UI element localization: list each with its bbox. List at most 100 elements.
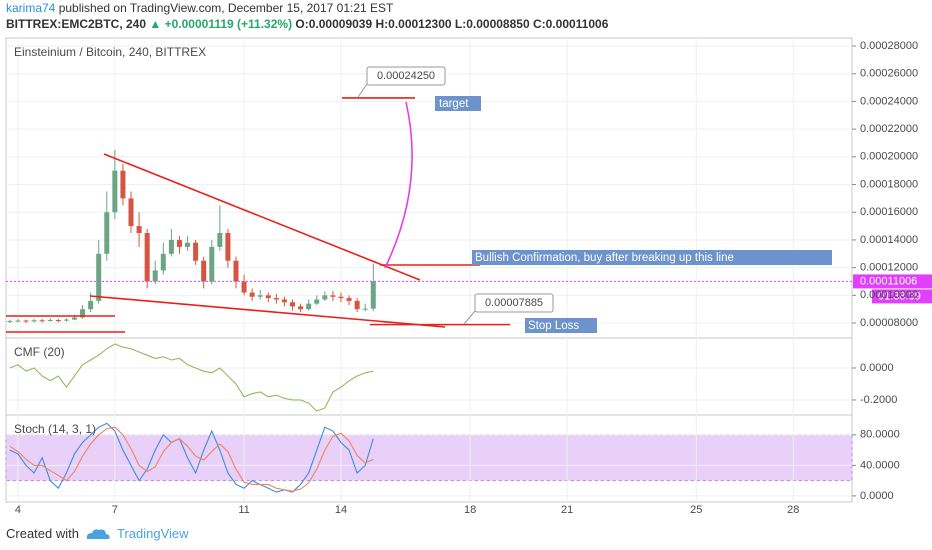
trendline xyxy=(103,153,421,281)
candle-body xyxy=(47,319,53,321)
candle-body xyxy=(233,260,239,282)
pane-title: Stoch (14, 3, 1) xyxy=(14,422,96,436)
candle-body xyxy=(185,242,191,247)
last-price-label: 0.00011006 xyxy=(860,275,917,287)
header: karima74 published on TradingView.com, D… xyxy=(6,0,608,32)
published: published on TradingView.com, December 1… xyxy=(58,1,394,15)
y-tick-label: 0.00024000 xyxy=(860,95,918,107)
note-box xyxy=(525,318,597,333)
candle-body xyxy=(298,306,304,310)
frame xyxy=(5,37,853,503)
callout-box xyxy=(474,293,554,313)
candle-body xyxy=(290,302,296,307)
candle-body xyxy=(15,320,21,322)
y-tick-label: 0.00020000 xyxy=(860,151,918,163)
last-price-tag xyxy=(853,274,932,289)
note-text: Stop Loss xyxy=(528,320,579,332)
candle-body xyxy=(55,319,61,321)
x-tick-label: 21 xyxy=(561,504,573,516)
candle-body xyxy=(80,309,86,318)
x-tick-label: 4 xyxy=(15,504,21,516)
note: Stop Loss xyxy=(525,318,597,333)
change: +0.00001119 (+11.32%) xyxy=(164,17,293,31)
trendline xyxy=(89,295,446,328)
candle-body xyxy=(362,308,368,310)
open: O:0.00009039 xyxy=(295,17,373,31)
candle-body xyxy=(63,319,69,321)
y-tick-label: 0.00026000 xyxy=(860,68,918,80)
candle-body xyxy=(7,320,13,322)
created-with: Created with xyxy=(6,526,79,541)
note: Bullish Confirmation, buy after breaking… xyxy=(472,250,832,265)
y-tick-label: 0.00022000 xyxy=(860,123,918,135)
x-tick-label: 28 xyxy=(787,504,799,516)
candle-body xyxy=(160,253,166,271)
candle-body xyxy=(104,212,110,254)
band xyxy=(5,434,853,482)
candle-body xyxy=(176,239,182,247)
logo xyxy=(86,528,110,539)
user-link[interactable]: karima74 xyxy=(6,1,56,15)
note-text: Bullish Confirmation, buy after breaking… xyxy=(475,252,734,264)
candle-body xyxy=(241,281,247,293)
note-text: target xyxy=(439,98,469,110)
callout-box xyxy=(366,66,446,86)
low: L:0.00008850 xyxy=(454,17,530,31)
note: target xyxy=(435,96,481,111)
candle-body xyxy=(209,246,215,282)
note-box xyxy=(435,96,481,111)
candle-body xyxy=(201,260,207,282)
y-tick-label: 0.0000 xyxy=(860,490,894,502)
y-tick-label: 0.0000 xyxy=(860,362,894,374)
callout-pointer xyxy=(357,83,368,98)
brand: TradingView xyxy=(116,526,189,541)
y-tick-label: 0.00008000 xyxy=(860,317,918,329)
candle-body xyxy=(71,317,77,320)
candle-body xyxy=(265,295,271,299)
candle-body xyxy=(136,226,142,234)
y-tick-label: 0.00018000 xyxy=(860,178,918,190)
x-tick-label: 11 xyxy=(238,504,249,516)
y-tick-label: 0.00010000 xyxy=(860,289,918,301)
candle-body xyxy=(39,320,45,322)
candle-body xyxy=(330,295,336,297)
candle-body xyxy=(314,299,320,304)
pane-title: CMF (20) xyxy=(14,345,65,359)
logo-cloud xyxy=(86,528,110,539)
x-tick-label: 7 xyxy=(112,504,118,516)
candle-body xyxy=(217,233,223,247)
callout-text: 0.00007885 xyxy=(485,297,543,309)
y-tick-label: 80.0000 xyxy=(860,429,900,441)
countdown-label: 01:38:39 xyxy=(878,290,921,302)
callout-pointer xyxy=(463,310,476,325)
candle-body xyxy=(152,270,158,282)
candle-body xyxy=(249,292,255,297)
candle-body xyxy=(338,296,344,299)
candle-body xyxy=(128,198,134,227)
candle-body xyxy=(23,320,29,322)
y-tick-label: 40.0000 xyxy=(860,459,900,471)
candle-body xyxy=(144,233,150,282)
callout: 0.00007885 xyxy=(463,293,554,325)
drawings xyxy=(6,153,480,333)
close: C:0.00011006 xyxy=(532,17,609,31)
up-arrow: ▲ xyxy=(149,17,162,31)
y-tick-label: 0.00028000 xyxy=(860,40,918,52)
projection-arrow xyxy=(384,101,413,269)
chart: 0.00024250 0.00007885 target Bullish Con… xyxy=(5,37,932,516)
candle-body xyxy=(370,281,376,309)
candle-body xyxy=(225,233,231,261)
y-tick-label: 0.00016000 xyxy=(860,206,918,218)
x-tick-label: 18 xyxy=(464,504,476,516)
candle-body xyxy=(31,320,37,322)
candle-body xyxy=(168,239,174,254)
y-tick-label: 0.00012000 xyxy=(860,262,918,274)
y-tick-label: 0.00014000 xyxy=(860,234,918,246)
candle-body xyxy=(193,242,199,261)
callout-text: 0.00024250 xyxy=(377,70,435,82)
callout: 0.00024250 xyxy=(357,66,446,98)
candle-body xyxy=(306,303,312,310)
price-tags: 0.00011006 01:38:39 xyxy=(853,274,932,304)
candle-body xyxy=(88,300,94,310)
